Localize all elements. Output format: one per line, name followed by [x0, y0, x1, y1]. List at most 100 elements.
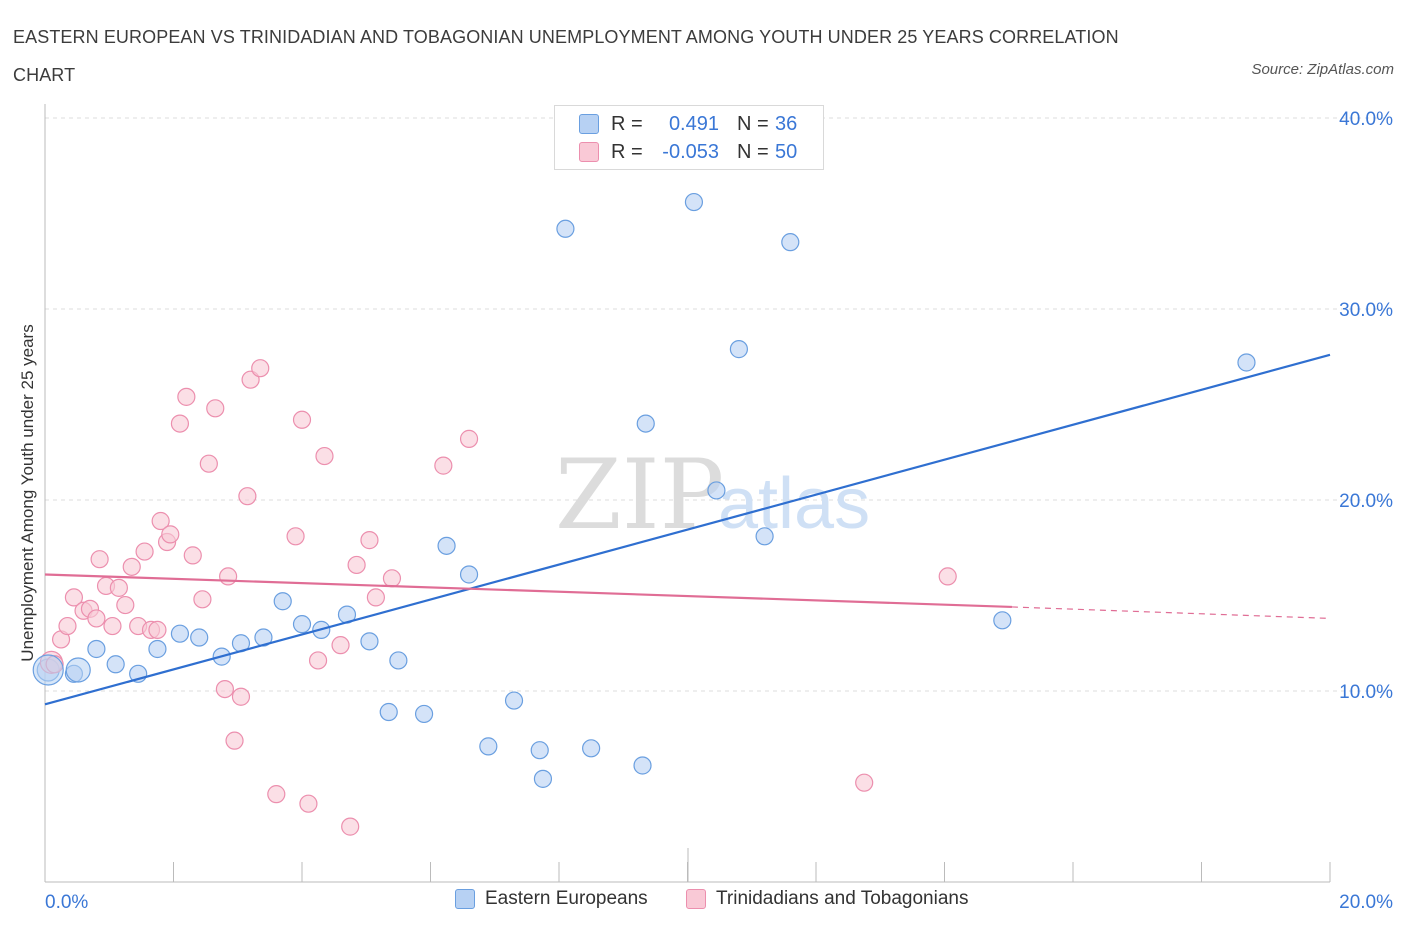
- legend-r-value: -0.053: [662, 140, 719, 163]
- point-trinidad: [251, 359, 270, 378]
- point-trinidad: [360, 531, 379, 550]
- grid-lines: [45, 117, 1385, 692]
- point-trinidad: [434, 456, 453, 475]
- point-eastern: [292, 615, 312, 634]
- point-eastern: [106, 655, 125, 674]
- legend-r-label: R =: [611, 140, 643, 163]
- point-eastern: [1237, 353, 1256, 372]
- series-legend-trinidad: Trinidadians and Tobagonians: [686, 888, 968, 910]
- point-trinidad: [286, 527, 305, 546]
- trend-line-eastern: [44, 353, 1331, 706]
- point-eastern: [729, 340, 749, 359]
- series-label-eastern: Eastern Europeans: [485, 888, 648, 909]
- chart-title: EASTERN EUROPEAN VS TRINIDADIAN AND TOBA…: [13, 27, 1119, 85]
- point-eastern: [379, 702, 398, 722]
- series-swatch-eastern: [455, 889, 475, 909]
- point-trinidad: [331, 636, 350, 655]
- point-trinidad: [90, 550, 109, 569]
- point-trinidad: [292, 410, 312, 429]
- point-trinidad: [238, 487, 257, 506]
- point-eastern: [459, 565, 479, 584]
- point-eastern: [504, 691, 524, 710]
- point-trinidad: [58, 616, 77, 636]
- point-eastern: [530, 741, 549, 760]
- point-trinidad: [177, 387, 196, 406]
- point-trinidad: [103, 616, 122, 636]
- point-eastern: [781, 233, 800, 252]
- axes: [44, 104, 1331, 883]
- point-eastern: [389, 651, 408, 670]
- point-trinidad: [148, 620, 167, 639]
- point-eastern: [636, 414, 655, 433]
- y-axis-label: Unemployment Among Youth under 25 years: [18, 324, 37, 662]
- legend-swatch-eastern: [579, 114, 599, 134]
- tick-labels: 10.0% 20.0% 30.0% 40.0% 0.0% 20.0%: [45, 109, 1393, 913]
- point-trinidad: [347, 555, 366, 575]
- y-tick-label: 20.0%: [1339, 491, 1393, 512]
- legend-n-value: 50: [775, 140, 798, 163]
- point-eastern: [87, 639, 106, 659]
- point-trinidad: [341, 817, 360, 836]
- point-eastern: [556, 219, 575, 238]
- point-eastern: [533, 769, 553, 788]
- point-trinidad: [459, 429, 479, 448]
- point-eastern: [190, 628, 209, 647]
- point-eastern: [437, 536, 456, 555]
- point-trinidad: [855, 773, 874, 792]
- point-trinidad: [151, 511, 170, 531]
- point-trinidad: [938, 567, 957, 586]
- point-trinidad: [267, 785, 286, 804]
- point-trinidad: [109, 578, 128, 597]
- x-tick-label: 0.0%: [45, 892, 88, 913]
- point-trinidad: [193, 590, 212, 609]
- point-trinidad: [135, 542, 154, 561]
- legend-r-value: 0.491: [668, 112, 719, 135]
- trend-line-trinidad: [44, 573, 1012, 609]
- y-tick-label: 40.0%: [1339, 109, 1393, 130]
- point-trinidad: [87, 609, 106, 628]
- watermark: ZIP atlas: [555, 439, 870, 551]
- point-trinidad: [366, 588, 385, 607]
- point-eastern: [360, 632, 379, 651]
- y-tick-label: 10.0%: [1339, 682, 1393, 703]
- point-eastern-large: [65, 657, 91, 683]
- point-trinidad: [231, 687, 251, 706]
- series-legend-eastern: Eastern Europeans: [455, 888, 648, 910]
- point-trinidad: [315, 446, 334, 466]
- point-trinidad: [116, 595, 135, 615]
- correlation-legend: R = 0.491 N = 36 R = -0.053 N = 50: [554, 105, 824, 170]
- legend-n-label: N =: [737, 140, 769, 163]
- legend-swatch-trinidad: [579, 142, 599, 162]
- point-trinidad: [122, 557, 141, 576]
- point-eastern: [582, 739, 601, 758]
- watermark-atlas: atlas: [718, 464, 870, 544]
- legend-r-label: R =: [611, 112, 643, 135]
- legend-row-trinidad: R = -0.053 N = 50: [579, 139, 797, 165]
- point-eastern: [273, 592, 292, 611]
- legend-row-eastern: R = 0.491 N = 36: [579, 111, 797, 137]
- point-trinidad: [215, 679, 234, 699]
- point-eastern: [755, 527, 774, 546]
- point-eastern: [414, 704, 434, 724]
- point-trinidad: [382, 569, 402, 588]
- point-trinidad: [170, 414, 190, 433]
- legend-n-label: N =: [737, 112, 769, 135]
- point-trinidad: [299, 794, 318, 813]
- point-trinidad: [308, 651, 328, 670]
- point-trinidad: [161, 525, 180, 544]
- point-trinidad: [64, 588, 84, 607]
- point-eastern: [707, 481, 726, 500]
- series-label-trinidad: Trinidadians and Tobagonians: [716, 888, 969, 909]
- point-trinidad: [183, 546, 202, 565]
- point-eastern: [170, 624, 190, 643]
- point-eastern-large: [32, 654, 64, 686]
- point-trinidad: [225, 731, 244, 750]
- data-points: [32, 192, 1256, 836]
- legend-n-value: 36: [775, 112, 798, 135]
- y-tick-label: 30.0%: [1339, 300, 1393, 321]
- x-tick-label: 20.0%: [1339, 892, 1393, 913]
- point-trinidad: [199, 454, 218, 473]
- watermark-zip: ZIP: [555, 439, 724, 551]
- point-eastern: [633, 756, 652, 775]
- trend-lines: [44, 353, 1331, 706]
